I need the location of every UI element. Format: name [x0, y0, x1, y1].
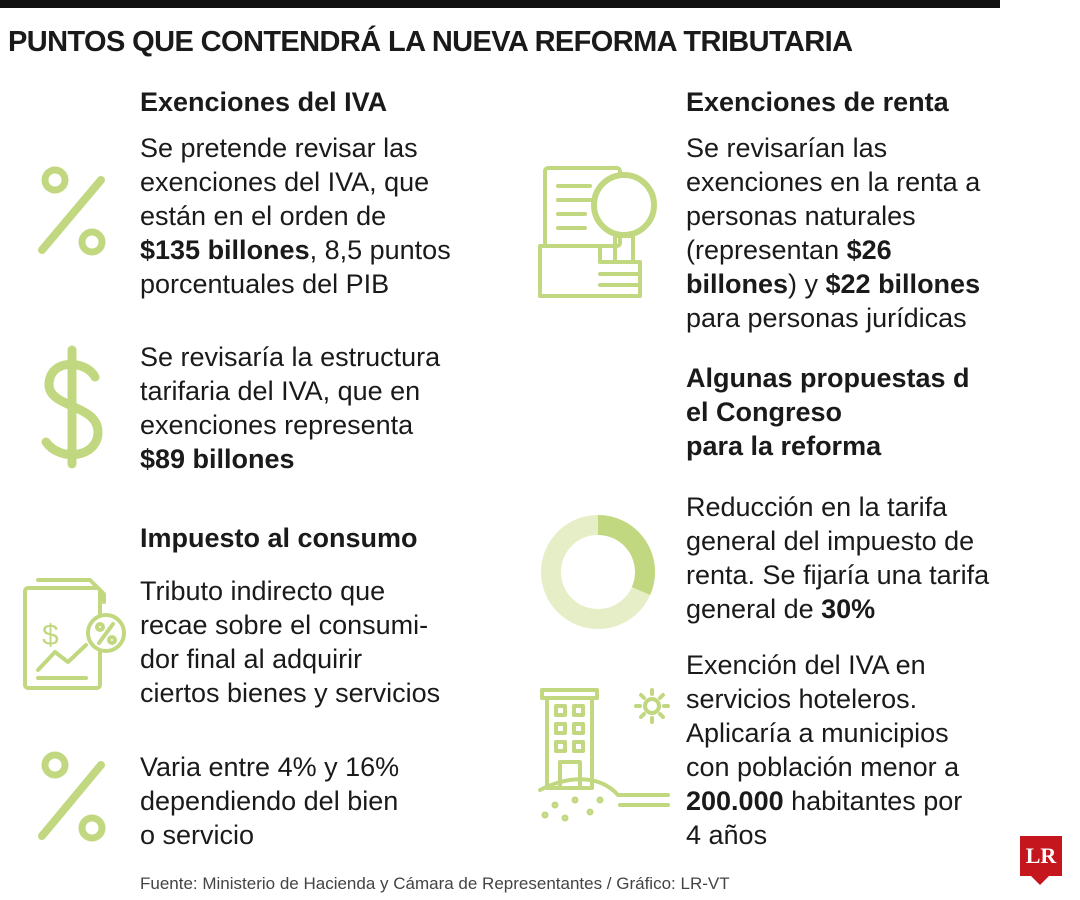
text: habitantes por [783, 786, 963, 816]
heading: Exenciones del IVA [140, 87, 388, 117]
logo: LR [1020, 836, 1062, 876]
text-line: porcentuales del PIB [140, 269, 390, 299]
section: Exenciones de renta Se revisarían las ex… [686, 85, 980, 335]
search-document-icon [538, 166, 657, 298]
text-line: Se revisaría la estructura [140, 342, 441, 372]
document-icon: $ [23, 578, 126, 690]
text: ) y [788, 269, 826, 299]
text-line: exenciones del IVA, que [140, 167, 430, 197]
heading: Algunas propuestas d el Congreso para la… [686, 361, 970, 463]
text-line: 4 años [686, 820, 768, 850]
text-line: están en el orden de [140, 201, 387, 231]
paragraph: Tributo indirecto que recae sobre el con… [140, 574, 440, 710]
logo-tail [1030, 875, 1050, 885]
text-line: dor final al adquirir [140, 644, 363, 674]
text-line: Tributo indirecto que [140, 576, 386, 606]
top-bar [0, 0, 1000, 8]
text-line: 200.000 habitantes por [686, 784, 962, 818]
text-line: servicios hoteleros. [686, 684, 918, 714]
bold-text: 200.000 [686, 786, 784, 816]
paragraph: Varia entre 4% y 16% dependiendo del bie… [140, 750, 399, 852]
heading-line: Algunas propuestas d [686, 363, 970, 393]
paragraph: Se revisaría la estructura tarifaria del… [140, 340, 440, 476]
svg-text:$: $ [42, 619, 59, 652]
text-line: $89 billones [140, 442, 440, 476]
text-line: o servicio [140, 820, 255, 850]
bold-text: $22 billones [825, 269, 981, 299]
text-line: tarifaria del IVA, que en [140, 376, 421, 406]
text-line: general de 30% [686, 592, 989, 626]
bold-text: 30% [821, 594, 876, 624]
text-line: Reducción en la tarifa [686, 492, 948, 522]
heading-line: el Congreso [686, 397, 843, 427]
text-line: Se revisarían las [686, 133, 888, 163]
text: general de [686, 594, 822, 624]
text-line: con población menor a [686, 752, 960, 782]
dollar-icon [41, 345, 103, 469]
text-line: recae sobre el consumi- [140, 610, 429, 640]
text-line: para personas jurídicas [686, 303, 967, 333]
paragraph: Se revisarían las exenciones en la renta… [686, 131, 980, 335]
text-line: renta. Se fijaría una tarifa [686, 560, 990, 590]
bold-text: billones [686, 269, 789, 299]
paragraph: Exención del IVA en servicios hoteleros.… [686, 648, 962, 852]
bold-text: $26 [846, 235, 892, 265]
percent-icon [38, 166, 106, 256]
heading-line: para la reforma [686, 431, 882, 461]
source: Fuente: Ministerio de Hacienda y Cámara … [140, 874, 730, 893]
text-line: general del impuesto de [686, 526, 975, 556]
text-line: $135 billones, 8,5 puntos [140, 233, 451, 267]
text-line: Varia entre 4% y 16% [140, 752, 400, 782]
text-line: dependiendo del bien [140, 786, 399, 816]
text-line: Aplicaría a municipios [686, 718, 949, 748]
donut-icon [541, 515, 655, 629]
bold-text: $89 billones [140, 444, 295, 474]
paragraph: Se pretende revisar las exenciones del I… [140, 131, 451, 301]
text-line: Exención del IVA en [686, 650, 926, 680]
text-line: ciertos bienes y servicios [140, 678, 441, 708]
section: Exenciones del IVA Se pretende revisar l… [140, 85, 451, 301]
heading: Exenciones de renta [686, 87, 949, 117]
heading: Impuesto al consumo [140, 523, 418, 553]
text-line: personas naturales [686, 201, 916, 231]
paragraph: Reducción en la tarifa general del impue… [686, 490, 989, 626]
percent-icon [38, 751, 106, 842]
text-line: (representan $26 [686, 233, 980, 267]
bold-text: $135 billones [140, 235, 310, 265]
hotel-icon [538, 688, 670, 822]
text: , 8,5 puntos [309, 235, 451, 265]
section: Impuesto al consumo Tributo indirecto qu… [140, 521, 440, 710]
text-line: Se pretende revisar las [140, 133, 418, 163]
text: (representan [686, 235, 847, 265]
text-line: exenciones en la renta a [686, 167, 981, 197]
text-line: billones) y $22 billones [686, 267, 980, 301]
text-line: exenciones representa [140, 410, 414, 440]
title: PUNTOS QUE CONTENDRÁ LA NUEVA REFORMA TR… [8, 26, 853, 58]
